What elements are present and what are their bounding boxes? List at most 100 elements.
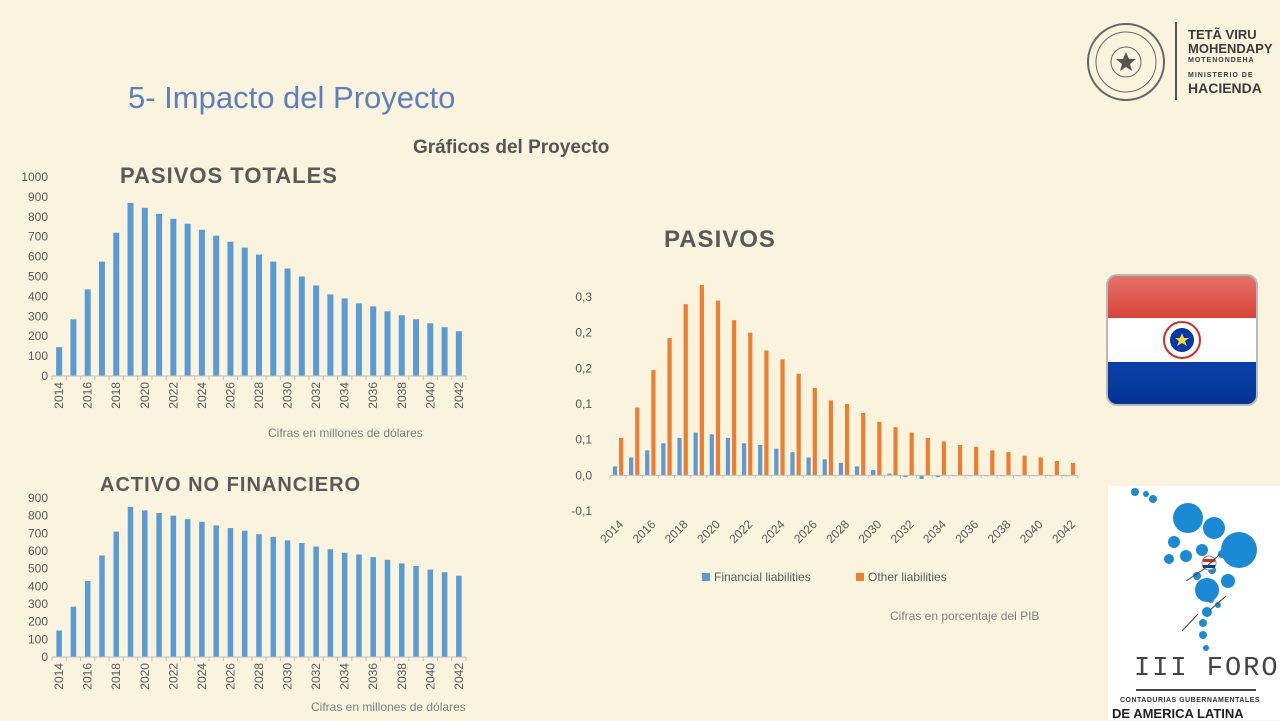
- paraguay-seal-logo: [1087, 23, 1165, 101]
- bar-other-liabilities: [893, 427, 898, 476]
- x-tick-label: 2032: [309, 663, 323, 690]
- chart-activo-no-financiero-note: Cifras en millones de dólares: [311, 700, 466, 714]
- paraguay-flag-icon: [1106, 274, 1258, 406]
- bar-other-liabilities: [1070, 462, 1076, 476]
- x-tick-label: 2022: [727, 517, 756, 546]
- x-tick-label: 2040: [423, 382, 437, 409]
- y-tick-label: 300: [28, 597, 48, 611]
- bar: [241, 530, 248, 657]
- bar: [227, 528, 234, 657]
- y-tick-label: 0,2: [575, 326, 592, 340]
- chart-pasivos-totales: 0 100 200 300 400 500 600 700 800 900 1000 2014 2016…: [21, 170, 467, 409]
- bar-other-liabilities: [748, 332, 753, 476]
- bar-financial-liabilities: [612, 466, 618, 476]
- bar-financial-liabilities: [871, 469, 876, 476]
- bar: [270, 261, 277, 376]
- bar: [127, 506, 134, 657]
- y-tick-label: 0,2: [575, 361, 592, 375]
- bar-other-liabilities: [780, 359, 785, 476]
- chart-pasivos-totales-note: Cifras en millones de dólares: [268, 426, 423, 440]
- x-tick-label: 2014: [52, 663, 66, 690]
- legend-swatch: [702, 573, 710, 581]
- bar-other-liabilities: [732, 320, 737, 476]
- slide-subtitle: Gráficos del Proyecto: [413, 137, 610, 158]
- bar-other-liabilities: [957, 445, 963, 476]
- x-tick-label: 2040: [1017, 517, 1046, 546]
- x-tick-label: 2018: [109, 382, 123, 409]
- ministry-logo-line5: HACIENDA: [1188, 80, 1262, 96]
- bar: [142, 510, 148, 657]
- bar: [156, 213, 163, 376]
- bar-financial-liabilities: [677, 437, 682, 476]
- bar: [284, 268, 291, 376]
- y-tick-label: 0,3: [575, 290, 592, 304]
- y-tick-label: -0,1: [571, 504, 592, 518]
- bar-financial-liabilities: [822, 459, 827, 476]
- y-tick-label: 900: [28, 491, 48, 505]
- bar: [99, 555, 105, 657]
- y-tick-label: 400: [28, 289, 48, 303]
- bar: [241, 247, 248, 376]
- bar: [198, 229, 205, 376]
- forum-subtitle-2: DE AMERICA LATINA: [1112, 706, 1244, 721]
- bar-financial-liabilities: [774, 448, 779, 476]
- bar-other-liabilities: [812, 387, 817, 476]
- bar: [299, 543, 305, 657]
- y-tick-label: 700: [28, 230, 48, 244]
- bar: [141, 207, 148, 376]
- x-tick-label: 2034: [920, 517, 949, 546]
- bar-other-liabilities: [861, 412, 866, 476]
- bar-other-liabilities: [1054, 461, 1059, 476]
- bar-other-liabilities: [619, 437, 624, 476]
- bar-other-liabilities: [828, 400, 834, 476]
- bar-other-liabilities: [845, 404, 850, 476]
- bar: [398, 315, 405, 376]
- y-tick-label: 200: [28, 329, 48, 343]
- slide-title: 5- Impacto del Proyecto: [128, 80, 456, 115]
- chart-pasivos-note: Cifras en porcentaje del PIB: [890, 609, 1040, 623]
- bar-other-liabilities: [635, 407, 640, 476]
- bar: [56, 347, 63, 376]
- y-tick-label: 0: [41, 369, 48, 383]
- bar: [256, 254, 262, 376]
- bar-other-liabilities: [909, 432, 914, 476]
- bar: [327, 549, 334, 657]
- chart-pasivos-totales-title: PASIVOS TOTALES: [120, 163, 338, 188]
- bar-other-liabilities: [651, 370, 656, 476]
- bar-financial-liabilities: [709, 434, 714, 476]
- legend-label: Financial liabilities: [714, 570, 811, 584]
- x-tick-label: 2032: [888, 517, 917, 546]
- bar: [384, 559, 391, 657]
- x-tick-label: 2028: [823, 517, 852, 546]
- bar-financial-liabilities: [903, 475, 908, 478]
- bar-financial-liabilities: [661, 443, 666, 476]
- x-tick-label: 2028: [252, 382, 266, 409]
- bar: [441, 327, 448, 376]
- bar: [170, 218, 177, 376]
- x-tick-label: 2030: [856, 517, 885, 546]
- bar-financial-liabilities: [758, 445, 763, 476]
- x-tick-label: 2014: [597, 517, 626, 546]
- x-tick-label: 2016: [81, 382, 95, 409]
- y-tick-label: 200: [28, 615, 48, 629]
- bar: [256, 534, 262, 657]
- bar-other-liabilities: [796, 373, 801, 476]
- bar: [56, 630, 62, 657]
- x-tick-label: 2028: [252, 663, 266, 690]
- ministry-logo-line3: MOTENONDEHA: [1188, 57, 1255, 64]
- bar-other-liabilities: [764, 350, 769, 476]
- x-tick-label: 2042: [452, 663, 466, 690]
- x-tick-label: 2042: [1049, 517, 1078, 546]
- y-tick-label: 0,1: [575, 397, 592, 411]
- x-tick-label: 2020: [138, 663, 152, 690]
- bar: [298, 276, 305, 376]
- chart-activo-no-financiero-title: ACTIVO NO FINANCIERO: [100, 474, 362, 496]
- y-tick-label: 800: [28, 509, 48, 523]
- x-tick-label: 2018: [662, 517, 691, 546]
- bar-financial-liabilities: [693, 432, 698, 476]
- bar-other-liabilities: [1006, 452, 1011, 476]
- ministry-logo-line4: MINISTERIO DE: [1188, 72, 1254, 79]
- y-tick-label: 0: [41, 650, 48, 664]
- bar-other-liabilities: [667, 338, 672, 476]
